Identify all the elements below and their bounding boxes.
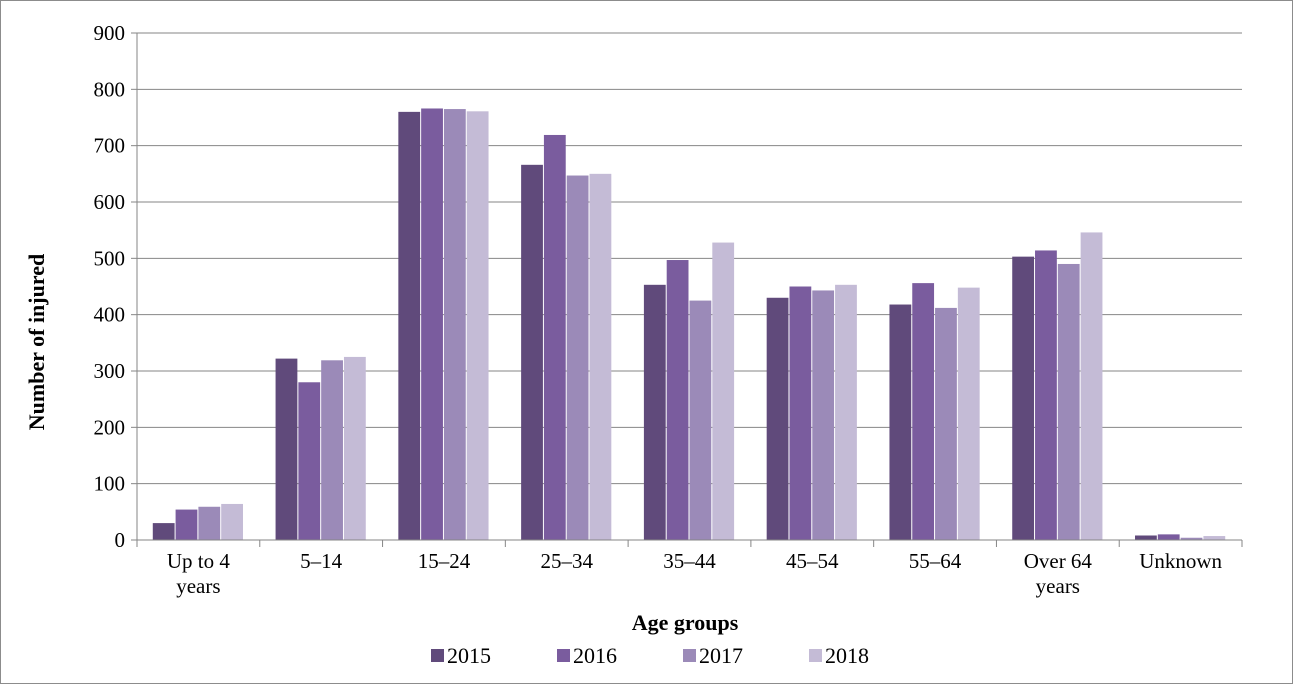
bar	[566, 175, 589, 541]
bar	[398, 111, 421, 540]
bar	[812, 290, 835, 540]
legend-label: 2016	[573, 643, 617, 668]
bar	[643, 284, 666, 540]
bars	[152, 108, 1226, 541]
bar	[221, 503, 243, 540]
legend-swatch	[683, 649, 696, 662]
bar	[321, 360, 343, 540]
bar	[935, 307, 957, 540]
bar	[1012, 256, 1035, 540]
legend-label: 2015	[447, 643, 491, 668]
y-tick-label: 0	[115, 528, 126, 552]
bar	[666, 260, 689, 540]
bar	[466, 111, 489, 540]
x-tick-label: 5–14	[300, 549, 343, 573]
bar	[789, 286, 812, 540]
bar	[443, 109, 466, 541]
y-axis-title: Number of injured	[24, 254, 49, 430]
legend-label: 2018	[825, 643, 869, 668]
bar	[957, 287, 980, 540]
legend-swatch	[557, 649, 570, 662]
y-tick-label: 300	[94, 359, 126, 383]
bar	[889, 304, 912, 540]
bar	[1203, 536, 1226, 540]
bar	[175, 509, 198, 540]
x-axis-title: Age groups	[632, 610, 739, 635]
x-tick-label: 55–64	[909, 549, 962, 573]
y-tick-label: 900	[94, 21, 126, 45]
bar	[198, 506, 221, 540]
x-tick-label: 45–54	[786, 549, 839, 573]
y-tick-label: 100	[94, 472, 126, 496]
x-tick-label: 35–44	[663, 549, 716, 573]
bar	[1035, 250, 1057, 541]
bar	[421, 108, 443, 540]
y-tick-labels: 0 100 200 300 400 500 600 700 800 900	[94, 21, 126, 552]
x-tick-label: Over 64 years	[1024, 549, 1093, 598]
bar	[152, 523, 175, 540]
bar	[689, 300, 712, 540]
x-tick-label: 25–34	[540, 549, 593, 573]
y-tick-label: 700	[94, 134, 126, 158]
bar	[589, 173, 612, 541]
bar	[912, 283, 935, 540]
legend-label: 2017	[699, 643, 743, 668]
axes	[131, 32, 1243, 547]
bar	[766, 297, 789, 540]
bar	[343, 356, 366, 540]
bar	[543, 134, 566, 541]
y-tick-label: 800	[94, 77, 126, 101]
bar	[835, 284, 857, 540]
bar	[1157, 534, 1180, 540]
x-tick-label: Up to 4 years	[167, 549, 231, 598]
y-tick-label: 600	[94, 190, 126, 214]
y-tick-label: 200	[94, 415, 126, 439]
bar	[712, 242, 735, 540]
y-tick-label: 500	[94, 246, 126, 270]
bar	[1080, 232, 1103, 541]
bar	[298, 382, 321, 540]
x-tick-labels: Up to 4 years 5–14 15–24 25–34 35–44 45–54 55–6…	[167, 549, 1223, 598]
bar	[275, 358, 298, 540]
legend: 2015 2016 2017 2018	[431, 643, 869, 668]
bar	[1180, 537, 1203, 540]
legend-swatch	[431, 649, 444, 662]
bar	[521, 164, 543, 540]
legend-swatch	[809, 649, 822, 662]
x-tick-label: Unknown	[1139, 549, 1222, 573]
y-tick-label: 400	[94, 303, 126, 327]
x-tick-label: 15–24	[418, 549, 471, 573]
bar	[1135, 535, 1157, 540]
bar	[1057, 263, 1080, 540]
